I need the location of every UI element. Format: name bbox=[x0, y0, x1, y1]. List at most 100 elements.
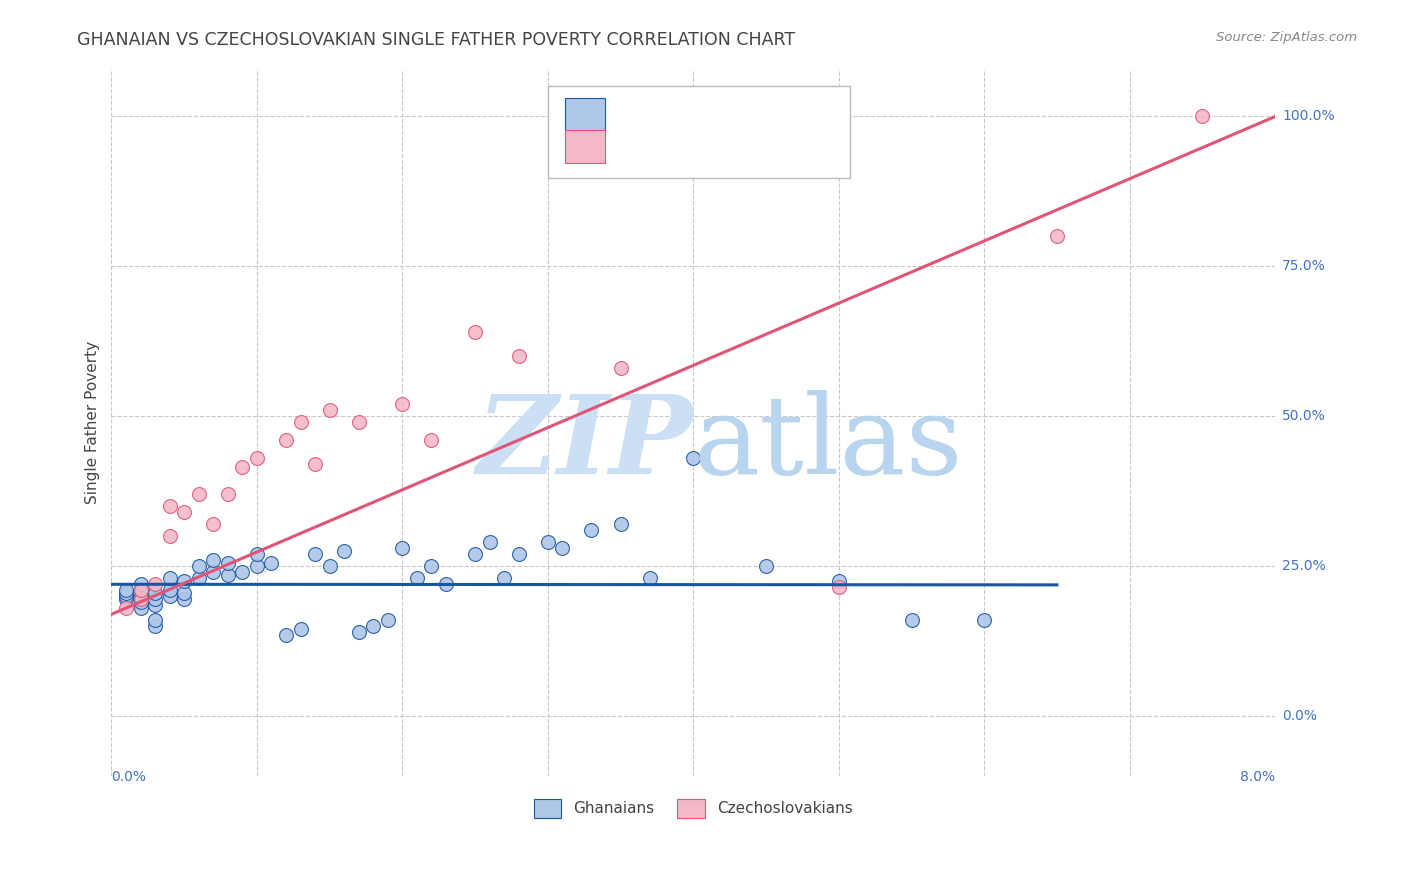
Y-axis label: Single Father Poverty: Single Father Poverty bbox=[86, 341, 100, 504]
Text: N =: N = bbox=[721, 139, 779, 153]
Point bbox=[318, 559, 340, 574]
Point bbox=[347, 625, 370, 640]
Point bbox=[159, 589, 181, 603]
Point bbox=[246, 451, 269, 466]
Point bbox=[318, 403, 340, 417]
Point bbox=[537, 535, 560, 549]
Point bbox=[187, 487, 209, 501]
Point bbox=[333, 544, 356, 558]
Text: 0.0%: 0.0% bbox=[1282, 709, 1317, 723]
Text: ZIP: ZIP bbox=[477, 390, 693, 498]
Point bbox=[1046, 229, 1069, 244]
Point bbox=[347, 415, 370, 429]
Point bbox=[304, 547, 326, 561]
Text: GHANAIAN VS CZECHOSLOVAKIAN SINGLE FATHER POVERTY CORRELATION CHART: GHANAIAN VS CZECHOSLOVAKIAN SINGLE FATHE… bbox=[77, 31, 796, 49]
Point bbox=[173, 592, 195, 607]
Point bbox=[609, 361, 631, 376]
Point bbox=[159, 583, 181, 598]
Point bbox=[129, 592, 152, 607]
Point bbox=[115, 583, 138, 598]
Point bbox=[391, 397, 413, 411]
Text: 75.0%: 75.0% bbox=[1282, 260, 1326, 274]
Point bbox=[187, 571, 209, 585]
Point bbox=[682, 451, 704, 466]
Point bbox=[129, 583, 152, 598]
FancyBboxPatch shape bbox=[565, 130, 605, 162]
Point bbox=[159, 500, 181, 514]
Point bbox=[755, 559, 778, 574]
Point bbox=[217, 487, 239, 501]
Point bbox=[609, 517, 631, 532]
Text: R =: R = bbox=[616, 107, 655, 122]
Text: 50.0%: 50.0% bbox=[1282, 409, 1326, 424]
Point bbox=[143, 586, 166, 600]
Point bbox=[361, 619, 384, 633]
Point bbox=[508, 350, 530, 364]
Point bbox=[551, 541, 574, 556]
Point bbox=[202, 517, 225, 532]
Point bbox=[115, 589, 138, 603]
Point bbox=[202, 566, 225, 580]
Point bbox=[143, 592, 166, 607]
Text: R =: R = bbox=[616, 139, 655, 153]
Text: 25: 25 bbox=[775, 139, 794, 153]
Point bbox=[508, 547, 530, 561]
Point bbox=[217, 568, 239, 582]
Point bbox=[638, 571, 661, 585]
Text: 8.0%: 8.0% bbox=[1240, 770, 1275, 784]
Text: 100.0%: 100.0% bbox=[1282, 110, 1334, 123]
Point bbox=[260, 556, 283, 570]
Legend: Ghanaians, Czechoslovakians: Ghanaians, Czechoslovakians bbox=[526, 791, 860, 825]
Point bbox=[290, 415, 312, 429]
Point bbox=[434, 577, 457, 591]
FancyBboxPatch shape bbox=[565, 98, 605, 131]
Point bbox=[900, 613, 922, 627]
Point bbox=[420, 559, 443, 574]
Point bbox=[173, 505, 195, 519]
Point bbox=[231, 460, 253, 475]
Text: 0.0%: 0.0% bbox=[111, 770, 146, 784]
Point bbox=[377, 613, 399, 627]
Point bbox=[828, 574, 851, 589]
Point bbox=[231, 566, 253, 580]
Point bbox=[246, 559, 269, 574]
Point bbox=[143, 619, 166, 633]
Point bbox=[129, 583, 152, 598]
Point bbox=[202, 553, 225, 567]
Point bbox=[115, 592, 138, 607]
Point bbox=[464, 326, 486, 340]
Point bbox=[290, 622, 312, 636]
Point bbox=[494, 571, 516, 585]
Point bbox=[187, 559, 209, 574]
Point bbox=[129, 595, 152, 609]
Point bbox=[464, 547, 486, 561]
Text: 25.0%: 25.0% bbox=[1282, 559, 1326, 574]
Point bbox=[828, 580, 851, 594]
Text: 56: 56 bbox=[775, 107, 794, 122]
Point bbox=[129, 589, 152, 603]
Point bbox=[129, 601, 152, 615]
Point bbox=[217, 556, 239, 570]
Point bbox=[115, 586, 138, 600]
Point bbox=[420, 434, 443, 448]
Point bbox=[973, 613, 995, 627]
Point bbox=[115, 601, 138, 615]
Point bbox=[304, 458, 326, 472]
Point bbox=[246, 547, 269, 561]
Point bbox=[129, 577, 152, 591]
Point bbox=[391, 541, 413, 556]
Point bbox=[478, 535, 501, 549]
Point bbox=[159, 571, 181, 585]
Point bbox=[274, 628, 297, 642]
Point bbox=[274, 434, 297, 448]
Point bbox=[173, 574, 195, 589]
Point bbox=[1191, 110, 1213, 124]
Text: N =: N = bbox=[721, 107, 779, 122]
Text: atlas: atlas bbox=[693, 390, 963, 497]
Point bbox=[143, 577, 166, 591]
Point bbox=[173, 586, 195, 600]
Point bbox=[406, 571, 429, 585]
FancyBboxPatch shape bbox=[548, 87, 851, 178]
Text: Source: ZipAtlas.com: Source: ZipAtlas.com bbox=[1216, 31, 1357, 45]
Point bbox=[143, 599, 166, 613]
